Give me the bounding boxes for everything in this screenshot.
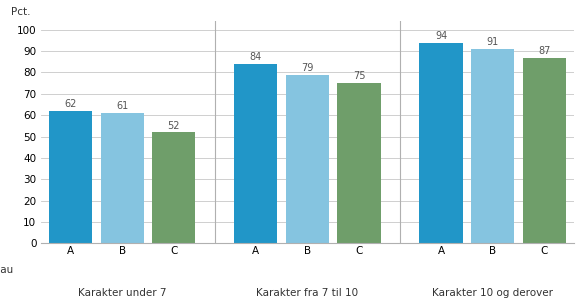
- Text: Karakter under 7: Karakter under 7: [78, 288, 166, 298]
- Text: Karakter 10 og derover: Karakter 10 og derover: [432, 288, 553, 298]
- Bar: [471, 49, 514, 243]
- Bar: [338, 83, 380, 243]
- Text: 61: 61: [116, 101, 128, 111]
- Bar: [100, 113, 144, 243]
- Bar: [49, 111, 92, 243]
- Text: 84: 84: [249, 52, 262, 62]
- Bar: [523, 57, 566, 243]
- Bar: [152, 132, 195, 243]
- Text: Niveau: Niveau: [0, 265, 13, 275]
- Text: 62: 62: [64, 99, 77, 109]
- Bar: [234, 64, 277, 243]
- Text: 75: 75: [353, 71, 365, 81]
- Text: Karakter fra 7 til 10: Karakter fra 7 til 10: [256, 288, 358, 298]
- Text: 94: 94: [435, 31, 447, 41]
- Text: Pct.: Pct.: [11, 7, 31, 17]
- Text: 79: 79: [301, 63, 314, 73]
- Bar: [419, 43, 463, 243]
- Text: 87: 87: [538, 46, 550, 56]
- Text: 91: 91: [487, 37, 499, 47]
- Text: 52: 52: [168, 120, 180, 130]
- Bar: [286, 74, 329, 243]
